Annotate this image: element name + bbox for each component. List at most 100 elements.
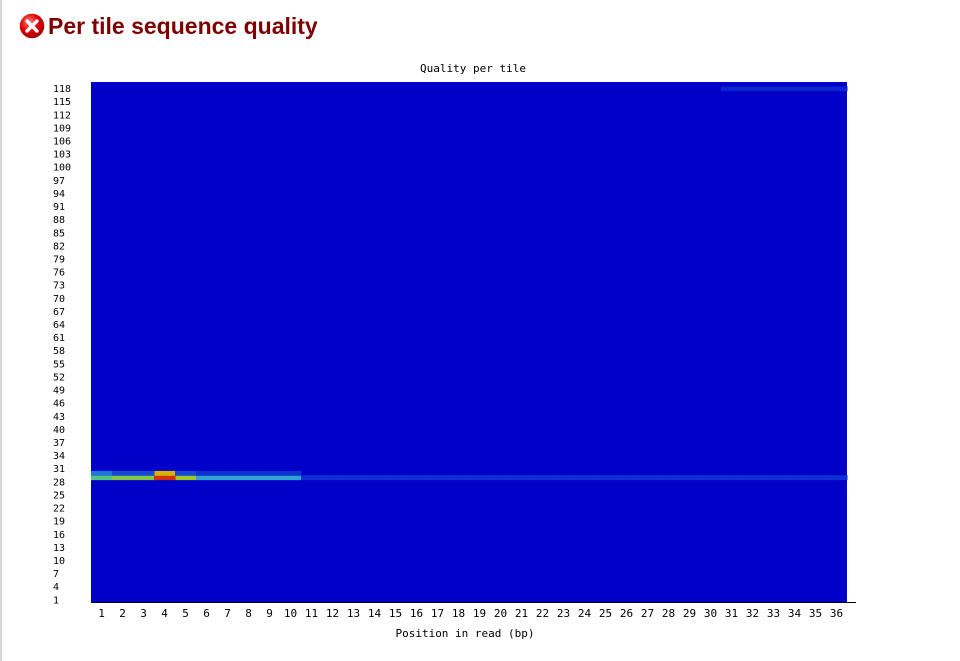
x-tick-label: 19 [473, 607, 486, 620]
x-tick-label: 13 [347, 607, 360, 620]
heatmap-cell [91, 475, 113, 481]
x-tick-label: 10 [284, 607, 297, 620]
x-tick-label: 24 [578, 607, 592, 620]
heatmap-cell [259, 475, 281, 481]
y-tick-label: 103 [53, 150, 71, 161]
heatmap-cell [217, 475, 239, 481]
heatmap-cell [133, 475, 155, 481]
x-tick-label: 26 [620, 607, 633, 620]
x-tick-label: 34 [788, 607, 802, 620]
y-tick-label: 25 [53, 490, 65, 501]
heatmap-cell [826, 475, 848, 481]
x-tick-label: 18 [452, 607, 465, 620]
y-tick-label: 97 [53, 176, 65, 187]
y-tick-label: 79 [53, 254, 65, 265]
heatmap-cell [280, 475, 302, 481]
x-tick-label: 27 [641, 607, 654, 620]
heatmap-cell [112, 470, 134, 476]
heatmap-cell [343, 475, 365, 481]
heatmap-cell [511, 475, 533, 481]
y-tick-label: 118 [53, 84, 71, 95]
y-tick-label: 61 [53, 333, 65, 344]
y-tick-label: 112 [53, 110, 71, 121]
x-tick-label: 3 [140, 607, 147, 620]
x-tick-label: 6 [203, 607, 210, 620]
y-tick-label: 13 [53, 543, 65, 554]
y-tick-label: 28 [53, 477, 65, 488]
y-tick-label: 16 [53, 530, 65, 541]
x-tick-label: 32 [746, 607, 759, 620]
heatmap-cell [301, 475, 323, 481]
x-tick-label: 33 [767, 607, 780, 620]
y-tick-label: 91 [53, 202, 65, 213]
y-tick-label: 46 [53, 399, 65, 410]
heatmap-cell [238, 475, 260, 481]
heatmap-cell [154, 470, 176, 476]
heatmap-cell [91, 470, 113, 476]
heatmap-cell [805, 86, 827, 92]
heatmap-cell [490, 475, 512, 481]
heatmap-cell [826, 86, 848, 92]
y-tick-label: 37 [53, 438, 65, 449]
heatmap-cell [595, 475, 617, 481]
heatmap-cell [175, 470, 197, 476]
x-tick-label: 30 [704, 607, 717, 620]
y-tick-label: 49 [53, 386, 65, 397]
y-tick-label: 70 [53, 294, 65, 305]
heatmap-cell [679, 475, 701, 481]
x-tick-label: 1 [98, 607, 105, 620]
y-tick-label: 64 [53, 320, 65, 331]
y-tick-label: 85 [53, 228, 65, 239]
page-title: Per tile sequence quality [48, 12, 318, 39]
y-tick-label: 94 [53, 189, 65, 200]
heatmap-cell [553, 475, 575, 481]
y-tick-label: 67 [53, 307, 65, 318]
x-tick-label: 14 [368, 607, 382, 620]
y-tick-label: 22 [53, 504, 65, 515]
x-tick-label: 8 [245, 607, 252, 620]
heatmap-cell [637, 475, 659, 481]
x-tick-labels: 1 2 3 4 5 6 7 8 9 10 11 12 13 14 15 16 17 18 19 20 21 22 23 24 2… [98, 607, 843, 620]
x-tick-label: 28 [662, 607, 675, 620]
heatmap-cell [259, 470, 281, 476]
x-tick-label: 25 [599, 607, 612, 620]
x-tick-label: 15 [389, 607, 402, 620]
y-tick-label: 82 [53, 241, 65, 252]
y-tick-label: 1 [53, 595, 59, 606]
y-tick-label: 10 [53, 556, 65, 567]
y-tick-label: 55 [53, 359, 65, 370]
heatmap-cell [763, 475, 785, 481]
heatmap-cell [322, 475, 344, 481]
x-tick-label: 36 [830, 607, 843, 620]
y-tick-label: 19 [53, 517, 65, 528]
heatmap-cell [196, 475, 218, 481]
heatmap-cell [364, 475, 386, 481]
heatmap-cell [721, 86, 743, 92]
x-tick-label: 16 [410, 607, 423, 620]
y-tick-label: 115 [53, 97, 71, 108]
y-tick-label: 40 [53, 425, 65, 436]
heatmap-cell [196, 470, 218, 476]
error-icon [18, 12, 46, 40]
heatmap-cell [427, 475, 449, 481]
x-tick-label: 22 [536, 607, 549, 620]
heatmap-cell [238, 470, 260, 476]
heatmap-cell [574, 475, 596, 481]
heatmap-cell [217, 470, 239, 476]
heatmap-cell [700, 475, 722, 481]
heatmap-cell [133, 470, 155, 476]
heatmap-cell [448, 475, 470, 481]
x-tick-label: 31 [725, 607, 738, 620]
y-tick-label: 88 [53, 215, 65, 226]
heatmap-background [91, 82, 847, 602]
y-tick-labels: 1 4 7 10 13 16 19 22 25 28 31 34 37 40 43 46 49 52 55 58 61 6… [53, 84, 71, 606]
x-tick-label: 5 [182, 607, 189, 620]
x-tick-label: 11 [305, 607, 318, 620]
x-tick-label: 9 [266, 607, 273, 620]
heatmap-cells [91, 82, 848, 602]
x-tick-label: 20 [494, 607, 507, 620]
x-tick-label: 21 [515, 607, 528, 620]
y-tick-label: 106 [53, 136, 71, 147]
heatmap-cell [721, 475, 743, 481]
